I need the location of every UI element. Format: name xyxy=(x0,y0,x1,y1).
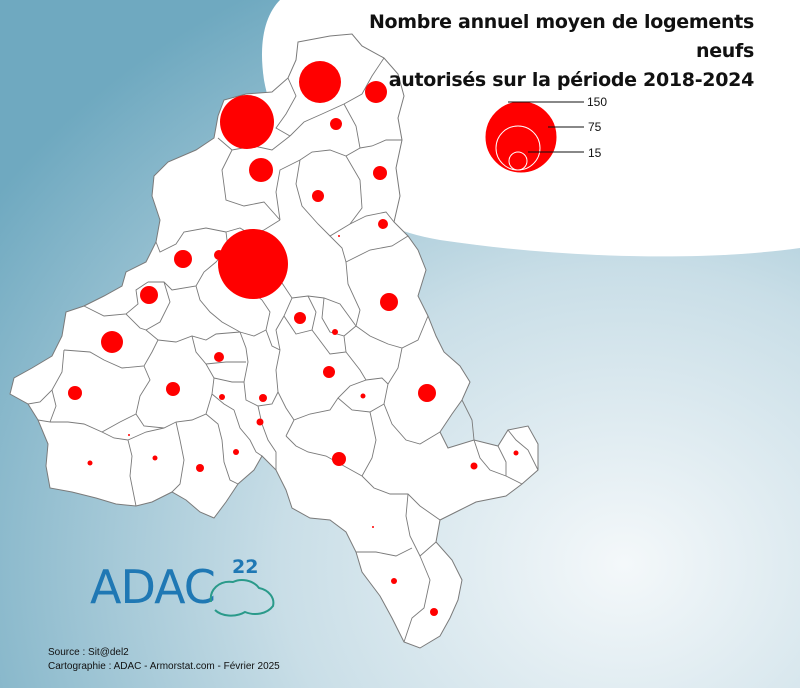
map-title-line-1: Nombre annuel moyen de logements neufs xyxy=(368,11,754,62)
commune-symbol xyxy=(214,250,224,260)
commune-symbol xyxy=(299,61,341,103)
commune-symbol xyxy=(330,118,342,130)
commune-symbol xyxy=(140,286,158,304)
commune-symbol xyxy=(365,81,387,103)
adac-logo-text: ADAC xyxy=(90,560,216,614)
commune-symbol xyxy=(294,312,306,324)
legend-circle-15 xyxy=(508,151,528,171)
adac-logo-shape-icon xyxy=(209,579,275,617)
commune-symbol xyxy=(312,190,324,202)
legend-circle-150 xyxy=(485,101,557,173)
commune-symbol xyxy=(219,394,225,400)
commune-symbol xyxy=(174,250,192,268)
map-title-line-2: autorisés sur la période 2018-2024 xyxy=(388,69,755,91)
commune-symbol xyxy=(338,235,340,237)
credits-text: Cartographie : ADAC - Armorstat.com - Fé… xyxy=(48,661,280,672)
commune-symbol xyxy=(378,219,388,229)
commune-symbol xyxy=(152,455,158,461)
legend-label-15: 15 xyxy=(588,146,602,160)
legend-label-75: 75 xyxy=(588,120,602,134)
commune-boundaries xyxy=(27,57,539,643)
commune-symbol xyxy=(470,462,478,470)
commune-symbol xyxy=(166,382,180,396)
legend-label-150: 150 xyxy=(587,95,608,109)
commune-symbol xyxy=(249,158,273,182)
commune-symbol xyxy=(87,460,93,466)
commune-symbol xyxy=(220,95,274,149)
commune-symbol xyxy=(128,434,130,436)
adac-logo-superscript: 22 xyxy=(232,556,259,578)
commune-symbol xyxy=(360,393,366,399)
commune-symbol xyxy=(418,384,436,402)
commune-symbol xyxy=(332,329,338,335)
map-title: Nombre annuel moyen de logements neufs a… xyxy=(314,8,754,95)
commune-symbol xyxy=(380,293,398,311)
commune-symbol xyxy=(332,452,346,466)
commune-symbol xyxy=(233,449,239,455)
commune-symbol xyxy=(513,450,519,456)
commune-symbol xyxy=(373,166,387,180)
commune-symbol xyxy=(372,526,374,528)
commune-symbol xyxy=(391,578,397,584)
commune-symbol xyxy=(430,608,438,616)
source-text: Source : Sit@del2 xyxy=(48,647,129,658)
commune-symbol xyxy=(259,394,267,402)
commune-symbol xyxy=(218,229,288,299)
commune-symbol xyxy=(196,464,204,472)
commune-symbol xyxy=(68,386,82,400)
commune-symbol xyxy=(101,331,123,353)
commune-symbol xyxy=(256,418,264,426)
commune-symbol xyxy=(323,366,335,378)
commune-symbol xyxy=(214,352,224,362)
